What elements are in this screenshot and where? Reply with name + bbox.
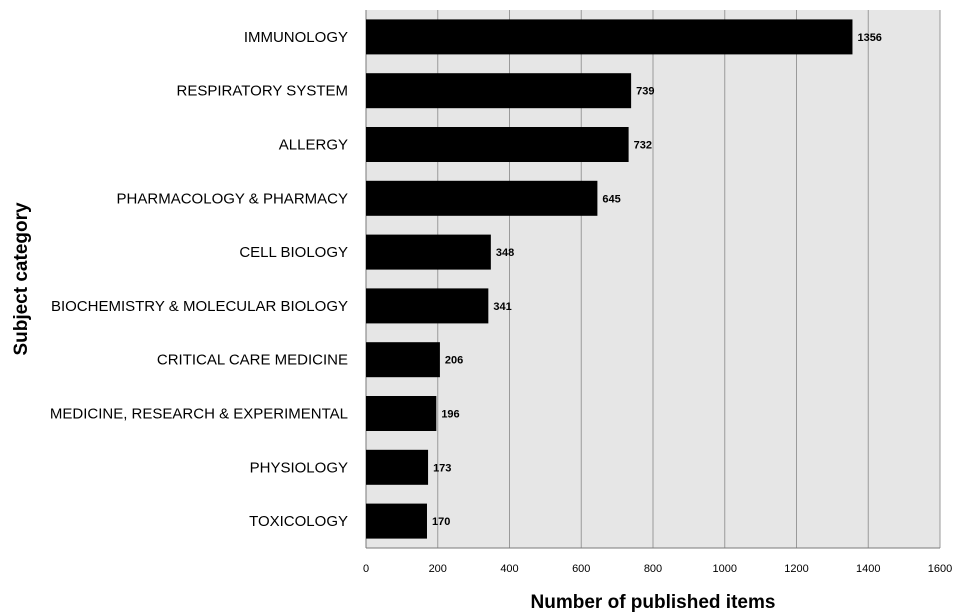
category-label: ALLERGY: [279, 137, 348, 154]
category-label: PHYSIOLOGY: [250, 459, 348, 476]
y-axis-title: Subject category: [11, 202, 32, 356]
data-label: 732: [634, 140, 652, 152]
category-label: IMMUNOLOGY: [244, 29, 348, 46]
bar: [366, 127, 629, 162]
data-label: 341: [493, 301, 511, 313]
bar: [366, 449, 429, 485]
data-label: 170: [432, 516, 450, 528]
category-label: CRITICAL CARE MEDICINE: [157, 352, 348, 369]
bars: [366, 19, 853, 539]
x-tick-label: 800: [644, 563, 662, 575]
bar: [366, 19, 853, 55]
x-tick-label: 1600: [928, 563, 952, 575]
bar: [366, 180, 598, 216]
data-labels: 1356 739 732 645 348 341 206 196 173 170: [432, 32, 882, 528]
x-tick-labels: 0 200 400 600 800 1000 1200 1400 1600: [363, 563, 952, 575]
x-axis-title: Number of published items: [531, 592, 776, 613]
bar: [366, 342, 440, 378]
category-label: CELL BIOLOGY: [239, 244, 348, 261]
data-label: 348: [496, 247, 514, 259]
bar: [366, 396, 437, 431]
x-tick-label: 0: [363, 563, 369, 575]
x-tick-label: 1200: [784, 563, 808, 575]
category-label: MEDICINE, RESEARCH & EXPERIMENTAL: [50, 406, 348, 423]
data-label: 196: [441, 409, 459, 421]
data-label: 1356: [857, 32, 881, 44]
x-tick-label: 1000: [713, 563, 737, 575]
bar: [366, 73, 632, 109]
x-tick-label: 400: [500, 563, 518, 575]
data-label: 645: [602, 193, 620, 205]
bar: [366, 234, 491, 270]
x-tick-label: 600: [572, 563, 590, 575]
category-label: TOXICOLOGY: [249, 513, 348, 530]
category-label: RESPIRATORY SYSTEM: [177, 83, 348, 100]
x-tick-label: 200: [429, 563, 447, 575]
x-tick-label: 1400: [856, 563, 880, 575]
category-label: BIOCHEMISTRY & MOLECULAR BIOLOGY: [51, 298, 348, 315]
category-labels: IMMUNOLOGY RESPIRATORY SYSTEM ALLERGY PHARM…: [50, 29, 348, 530]
bar: [366, 288, 489, 324]
data-label: 206: [445, 355, 463, 367]
category-label: PHARMACOLOGY & PHARMACY: [117, 190, 348, 207]
bar: [366, 503, 427, 539]
data-label: 173: [433, 462, 451, 474]
data-label: 739: [636, 86, 654, 98]
